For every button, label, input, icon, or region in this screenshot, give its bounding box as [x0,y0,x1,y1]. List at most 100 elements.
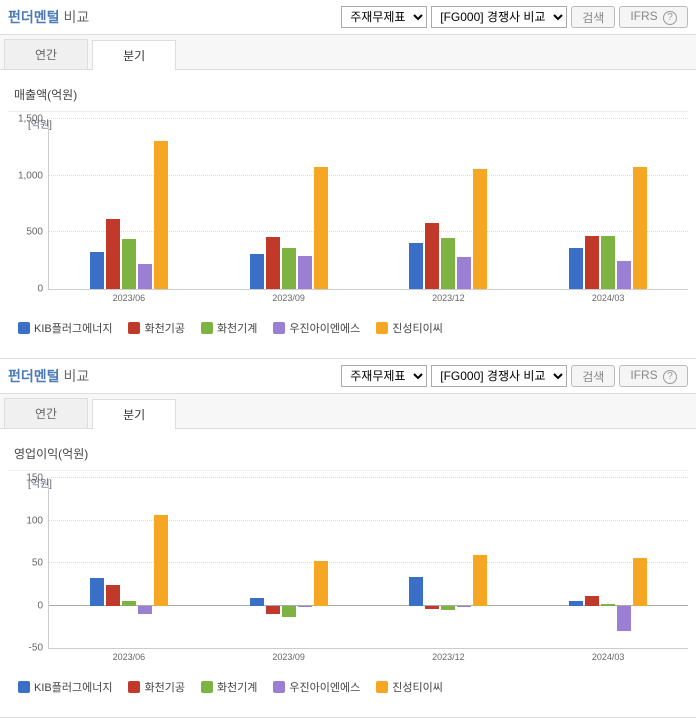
bar-group: 2024/03 [528,120,688,289]
bar [473,119,487,289]
bars [569,120,647,289]
bar-rect [138,264,152,289]
bars [250,120,328,289]
bar-rect [409,243,423,289]
bar-rect [106,585,120,605]
bars [250,479,328,648]
bar [90,478,104,648]
bar-rect [457,257,471,289]
bar-rect [314,167,328,289]
bar-rect [154,515,168,605]
chart-title: 영업이익(억원) [8,437,688,471]
chart-area: [억원]-500501001502023/062023/092023/12202… [8,479,688,669]
bar [457,478,471,648]
bar [569,119,583,289]
tab-1[interactable]: 분기 [92,399,176,429]
title-sub: 비교 [64,7,90,27]
bar-rect [457,606,471,608]
bar-rect [282,606,296,618]
bar-group: 2023/12 [369,479,529,648]
comparison-select[interactable]: [FG000] 경쟁사 비교 [431,365,567,387]
legend-item: 화천기공 [128,679,184,695]
search-button[interactable]: 검색 [571,365,615,387]
bar-rect [601,236,615,289]
legend-swatch [201,322,213,334]
bar [298,478,312,648]
chart-wrap: 매출액(억원)[억원]05001,0001,5002023/062023/092… [0,70,696,358]
bar [569,478,583,648]
chart-area: [억원]05001,0001,5002023/062023/092023/122… [8,120,688,310]
legend-swatch [201,681,213,693]
bar [266,119,280,289]
bar-rect [266,237,280,289]
y-tick: 1,000 [13,170,43,181]
legend-label: 화천기계 [217,679,257,695]
bar-rect [473,169,487,289]
legend-label: 화천기공 [144,320,184,336]
bar [441,478,455,648]
fundamental-panel: 펀더멘털 비교주재무제표[FG000] 경쟁사 비교검색IFRS ?연간분기영업… [0,359,696,718]
bar [90,119,104,289]
bar [298,119,312,289]
ifrs-button[interactable]: IFRS ? [619,365,688,387]
bar-groups: 2023/062023/092023/122024/03 [49,479,688,648]
bar [314,478,328,648]
help-icon: ? [663,370,677,384]
tab-0[interactable]: 연간 [4,398,88,428]
x-label: 2024/03 [592,652,625,662]
legend-label: 우진아이엔에스 [289,320,360,336]
legend-label: 진성티이씨 [392,679,443,695]
panel-header: 펀더멘털 비교 주재무제표[FG000] 경쟁사 비교검색IFRS ? [0,359,696,394]
bar [314,119,328,289]
bar-rect [250,598,264,606]
bars [569,479,647,648]
tabs: 연간분기 [0,35,696,70]
bar [585,478,599,648]
legend-swatch [376,681,388,693]
legend-swatch [18,681,30,693]
y-tick: 500 [13,227,43,238]
legend-swatch [128,322,140,334]
y-tick: 100 [13,515,43,526]
bar-rect [441,238,455,289]
bar-rect [473,555,487,606]
bar-rect [106,219,120,289]
bar-rect [282,248,296,289]
bar-rect [441,606,455,610]
ifrs-button[interactable]: IFRS ? [619,6,688,28]
bar [138,119,152,289]
bar-group: 2023/06 [49,479,209,648]
bar-rect [154,141,168,289]
x-label: 2023/06 [113,652,146,662]
chart-wrap: 영업이익(억원) [억원]-500501001502023/062023/0920… [0,429,696,717]
bar [617,478,631,648]
bar [425,119,439,289]
plot: -500501001502023/062023/092023/122024/03 [48,479,688,649]
bar [457,119,471,289]
bar-rect [585,236,599,289]
bar-rect [90,252,104,289]
bars [409,479,487,648]
legend-item: 화천기공 [128,320,184,336]
legend-label: KIB플러그에너지 [34,679,112,695]
tab-0[interactable]: 연간 [4,39,88,69]
bar-rect [617,261,631,289]
search-button[interactable]: 검색 [571,6,615,28]
statement-select[interactable]: 주재무제표 [341,365,427,387]
fundamental-panel: 펀더멘털 비교주재무제표[FG000] 경쟁사 비교검색IFRS ?연간분기매출… [0,0,696,359]
bar-group: 2023/06 [49,120,209,289]
controls: 주재무제표[FG000] 경쟁사 비교검색IFRS ? [341,6,688,28]
legend-item: 진성티이씨 [376,320,443,336]
legend-item: 우진아이엔에스 [273,679,360,695]
statement-select[interactable]: 주재무제표 [341,6,427,28]
bar [617,119,631,289]
title-sub: 비교 [64,366,90,386]
bar [154,119,168,289]
bar-rect [569,601,583,605]
title-main: 펀더멘털 [8,366,60,386]
bar [633,478,647,648]
bar [106,119,120,289]
comparison-select[interactable]: [FG000] 경쟁사 비교 [431,6,567,28]
tab-1[interactable]: 분기 [92,40,176,70]
legend-item: KIB플러그에너지 [18,320,112,336]
